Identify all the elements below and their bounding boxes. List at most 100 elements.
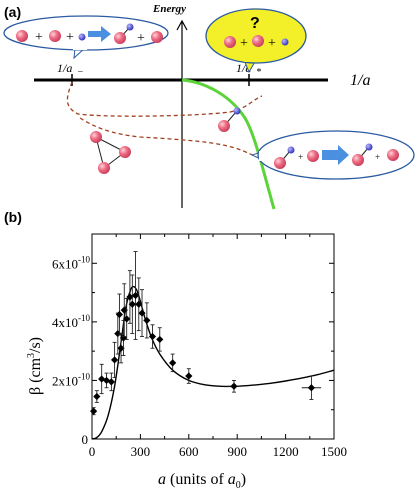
probe-atom xyxy=(78,33,86,41)
plus-sign: + xyxy=(240,36,248,51)
y-tick-label: 0 xyxy=(82,432,89,447)
panel-b: (b) 0 2x10-10 4x10-10 6x10-10 0 300 600 900 120… xyxy=(4,209,347,491)
reaction-arrow xyxy=(322,145,349,165)
y-axis-label: β (cm3/s) xyxy=(26,337,44,395)
diamond-marker xyxy=(143,316,151,324)
atom xyxy=(307,150,319,162)
x-tick-label: 1500 xyxy=(321,444,347,459)
dimer-molecule xyxy=(218,107,241,132)
data-point xyxy=(98,363,106,395)
trimer-curve-upper xyxy=(66,81,263,117)
atom xyxy=(224,36,236,48)
data-point xyxy=(93,390,101,403)
data-point xyxy=(123,297,131,340)
data-point xyxy=(148,324,157,349)
question-bubble: ? + + xyxy=(205,8,307,74)
tick-a-minus-subscript: − xyxy=(77,67,84,78)
data-point xyxy=(126,270,134,324)
data-point xyxy=(135,277,143,332)
energy-axis-arrowhead xyxy=(176,19,188,31)
data-point xyxy=(301,375,322,400)
diamond-marker xyxy=(90,407,98,415)
diamond-marker xyxy=(107,378,115,386)
diamond-marker xyxy=(138,309,146,317)
diamond-marker xyxy=(117,344,125,352)
atom xyxy=(352,154,364,166)
data-point xyxy=(120,283,128,337)
x-axis-ticks: 0 300 600 900 1200 1500 xyxy=(89,234,347,459)
diamond-marker xyxy=(120,306,128,314)
data-point xyxy=(90,407,98,416)
data-point xyxy=(156,327,164,352)
diamond-marker xyxy=(156,335,164,344)
plot-frame xyxy=(91,233,335,440)
probe-atom xyxy=(281,38,289,46)
diamond-marker xyxy=(128,300,136,308)
diamond-marker xyxy=(185,372,193,380)
panel-a-label: (a) xyxy=(4,4,21,20)
recombination-bubble: + + + xyxy=(3,15,169,60)
diamond-marker xyxy=(102,376,111,385)
data-point xyxy=(138,289,146,337)
x-tick-label: 900 xyxy=(227,444,247,459)
plus-sign: + xyxy=(35,30,43,45)
diamond-marker xyxy=(131,291,140,300)
atom xyxy=(114,32,126,44)
trimer-curve-lower xyxy=(79,117,263,159)
trimer-atom xyxy=(90,131,102,143)
diamond-marker xyxy=(126,293,134,301)
reaction-arrow xyxy=(88,26,111,42)
y-tick-label: 4x10-10 xyxy=(52,313,90,330)
trimer-atom xyxy=(98,162,110,174)
y-axis-ticks: 0 2x10-10 4x10-10 6x10-10 xyxy=(52,254,334,447)
plus-sign: + xyxy=(268,36,276,51)
plus-sign: + xyxy=(137,31,145,46)
diamond-marker xyxy=(135,300,143,308)
y-tick-label: 6x10-10 xyxy=(52,254,90,271)
diamond-marker xyxy=(230,382,238,390)
inverse-scattering-axis-label: 1/a xyxy=(350,72,370,89)
trimer-atom xyxy=(119,146,131,158)
probe-atom xyxy=(287,146,295,154)
atom xyxy=(49,30,61,42)
diamond-marker xyxy=(115,310,124,319)
dimer-energy-line xyxy=(181,78,276,210)
diamond-marker xyxy=(169,359,177,367)
trimer-triangle xyxy=(90,131,131,174)
question-mark: ? xyxy=(250,15,260,32)
plus-sign: + xyxy=(66,30,74,45)
x-tick-label: 0 xyxy=(89,444,96,459)
plus-sign: + xyxy=(375,152,380,162)
theory-fit-curve xyxy=(91,285,335,440)
diamond-marker xyxy=(148,332,157,341)
atom xyxy=(387,149,399,161)
diamond-marker xyxy=(307,384,316,392)
panel-a: (a) Energy 1/a 1/a − 1/a * xyxy=(3,3,415,210)
data-point xyxy=(185,368,193,384)
atom xyxy=(151,31,163,43)
tick-a-minus-label: 1/a xyxy=(57,61,72,75)
diamond-marker xyxy=(110,356,119,364)
relaxation-bubble: + + xyxy=(250,130,415,180)
data-point xyxy=(107,372,115,392)
plus-sign: + xyxy=(298,152,303,162)
data-point xyxy=(110,341,119,378)
data-point xyxy=(169,353,177,373)
atom xyxy=(16,30,28,42)
data-point xyxy=(128,274,136,335)
x-tick-label: 300 xyxy=(131,444,151,459)
probe-atom xyxy=(126,23,134,31)
data-point xyxy=(227,379,241,393)
data-point xyxy=(131,251,140,340)
probe-atom xyxy=(365,143,373,151)
tick-a-star-subscript: * xyxy=(256,67,261,78)
atom xyxy=(274,157,286,169)
energy-axis-label: Energy xyxy=(152,3,186,15)
diamond-marker xyxy=(93,392,101,401)
x-axis-label: a (units of a0) xyxy=(158,471,246,491)
data-point xyxy=(115,293,124,336)
x-tick-label: 600 xyxy=(179,444,199,459)
data-point xyxy=(102,372,111,389)
